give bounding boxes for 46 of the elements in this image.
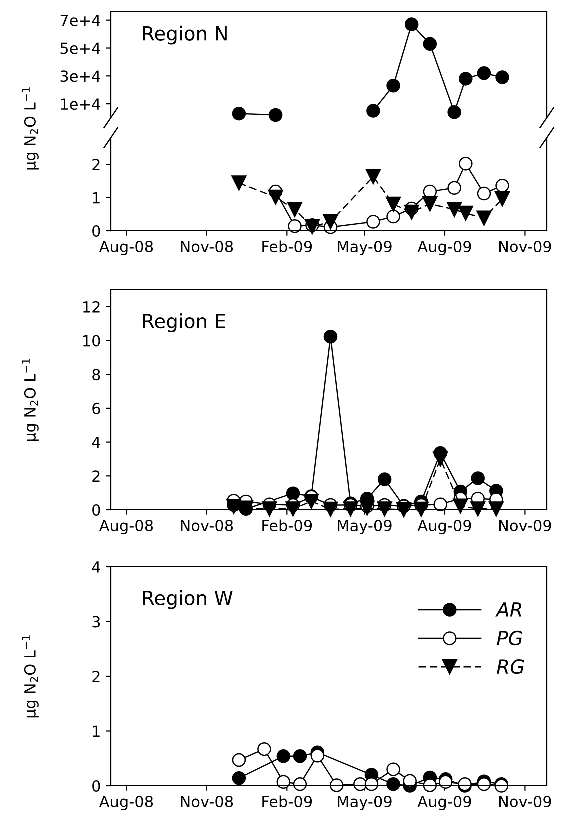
x-tick-label: May-09: [338, 796, 392, 811]
y-axis-title: μg N$_{2}$O L$^{−1}$: [22, 359, 39, 442]
y-tick-label: 1e+4: [61, 98, 100, 110]
y-tick-label: 8: [92, 369, 100, 381]
x-tick-label: Feb-09: [262, 796, 312, 808]
x-tick-label: Feb-09: [262, 240, 312, 253]
text: Region W: [143, 590, 233, 610]
x-tick-label: Aug-09: [418, 520, 472, 535]
y-tick-label: 4: [92, 562, 100, 573]
x-tick-label: Nov-08: [181, 240, 234, 253]
legend-label: PG: [497, 630, 522, 646]
y-tick-label: 3: [92, 616, 100, 628]
x-tick-label: May-09: [338, 240, 392, 256]
x-tick-label: Nov-09: [500, 240, 552, 253]
y-tick-label: 1: [93, 726, 100, 738]
legend-label: RG: [497, 659, 524, 674]
x-tick-label: Nov-08: [181, 520, 234, 532]
x-tick-label: Feb-09: [262, 520, 312, 532]
x-tick-label: Nov-09: [500, 520, 552, 532]
y-tick-label: 4: [92, 436, 100, 448]
x-tick-label: May-09: [338, 520, 392, 535]
y-tick-label: 7e+4: [60, 15, 100, 26]
x-tick-label: Aug-08: [99, 240, 154, 256]
text: Region E: [143, 314, 226, 332]
y-tick-label: 12: [84, 301, 100, 313]
y-tick-label: 2: [92, 470, 100, 482]
text: Region N: [143, 26, 227, 45]
x-tick-label: Aug-08: [99, 520, 154, 535]
y-axis-title: μg N$_{2}$O L$^{−1}$: [22, 636, 39, 718]
x-tick-label: Nov-09: [500, 796, 552, 808]
y-tick-label: 6: [92, 402, 100, 414]
y-tick-label: 0: [92, 225, 100, 238]
y-tick-label: 1: [93, 192, 100, 204]
legend-label: AR: [496, 602, 522, 617]
x-tick-label: Aug-09: [418, 240, 472, 256]
y-tick-label: 2: [92, 670, 100, 682]
y-tick-label: 2: [92, 159, 100, 170]
x-tick-label: Aug-09: [418, 796, 472, 811]
y-tick-label: 0: [92, 780, 100, 792]
x-tick-label: Aug-08: [99, 796, 154, 811]
y-tick-label: 3e+4: [60, 70, 100, 82]
y-tick-label: 5e+4: [60, 42, 100, 54]
y-tick-label: 0: [92, 504, 100, 516]
x-tick-label: Nov-08: [181, 796, 234, 808]
y-axis-title: μg N$_{2}$O L$^{−1}$: [22, 88, 39, 170]
y-tick-label: 10: [84, 335, 100, 347]
